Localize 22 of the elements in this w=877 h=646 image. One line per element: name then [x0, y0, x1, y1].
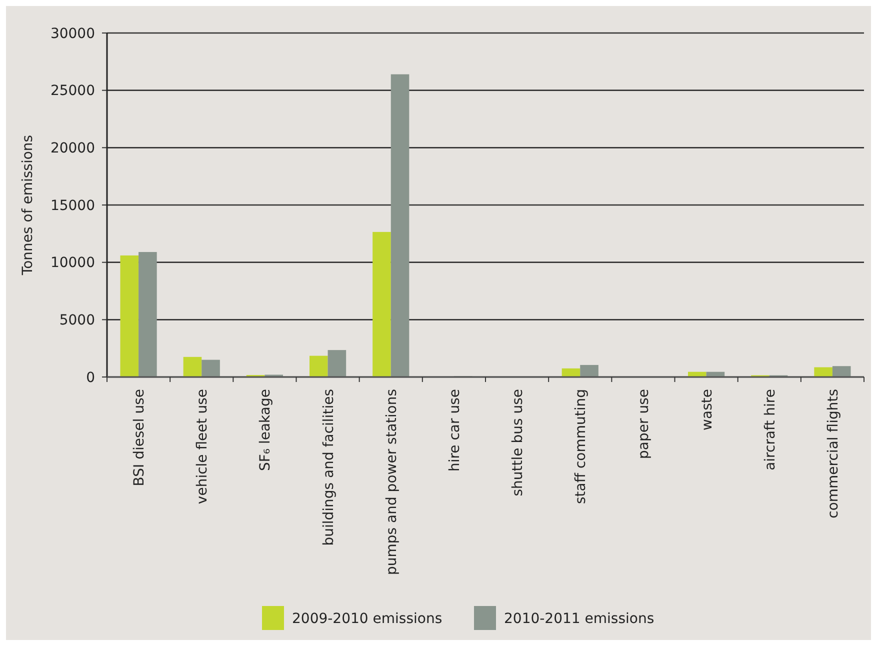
- y-tick-label: 0: [86, 370, 95, 386]
- x-tick-label: waste: [699, 389, 716, 430]
- x-tick-label: buildings and facilities: [320, 389, 337, 546]
- y-tick-label: 10000: [50, 255, 95, 272]
- y-tick-label: 15000: [50, 198, 95, 214]
- x-tick-label: hire car use: [446, 389, 463, 472]
- y-tick-label: 5000: [59, 312, 95, 329]
- x-tick-label: pumps and power stations: [384, 389, 400, 576]
- legend-label: 2010-2011 emissions: [504, 610, 654, 627]
- y-tick-label: 25000: [50, 83, 95, 100]
- x-tick-label: commercial flights: [825, 389, 842, 518]
- x-tick-label: SF₆ leakage: [258, 389, 274, 472]
- legend-label: 2009-2010 emissions: [292, 610, 442, 627]
- x-tick-label: vehicle fleet use: [194, 389, 211, 504]
- x-tick-label: shuttle bus use: [510, 389, 526, 496]
- y-axis-title: Tonnes of emissions: [20, 134, 36, 276]
- y-tick-label: 20000: [50, 140, 95, 157]
- x-tick-label: aircraft hire: [762, 389, 778, 470]
- x-tick-label: staff commuting: [573, 389, 590, 504]
- x-tick-label: BSI diesel use: [132, 389, 148, 486]
- y-tick-label: 30000: [50, 26, 95, 42]
- x-tick-label: paper use: [636, 389, 652, 459]
